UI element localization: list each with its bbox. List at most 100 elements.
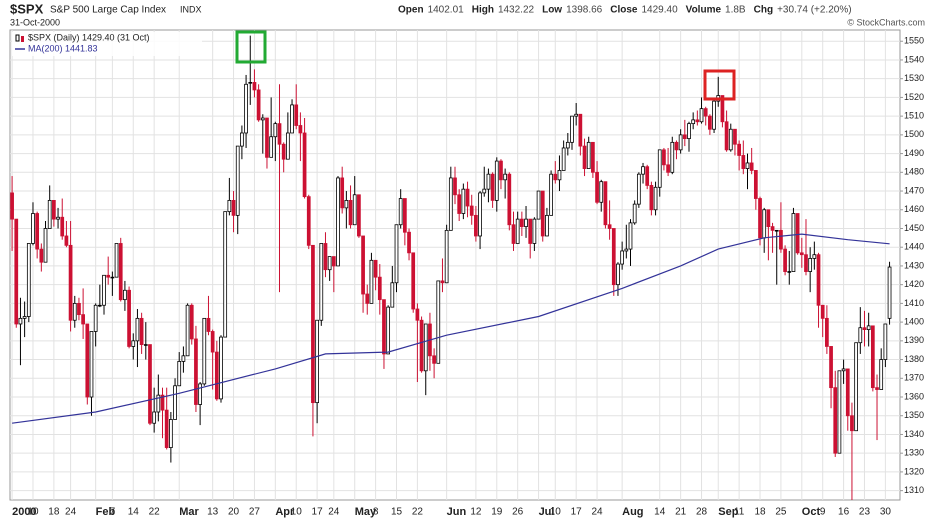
candle-body — [465, 188, 470, 207]
candle-body — [331, 256, 336, 267]
candle-body — [35, 213, 40, 250]
x-tick-label: 10 — [27, 507, 39, 518]
candle-body — [436, 280, 441, 364]
legend-box — [12, 32, 202, 56]
x-tick-label: 24 — [328, 507, 340, 518]
legend-swatch — [21, 36, 24, 42]
candle-body — [77, 302, 81, 316]
x-tick-label: 21 — [675, 507, 687, 518]
candle-body — [382, 299, 386, 355]
candle-body — [490, 173, 495, 201]
candle-body — [808, 258, 813, 272]
stat-value: 1398.66 — [566, 5, 603, 16]
candle-body — [365, 293, 370, 304]
candle-body — [93, 304, 98, 332]
candle-body — [825, 317, 829, 347]
candle-body — [733, 128, 737, 145]
candle-body — [206, 317, 211, 332]
candle-body — [281, 143, 286, 160]
candle-body — [198, 383, 202, 405]
candle-body — [294, 104, 299, 126]
plot-area — [9, 29, 901, 501]
candle-body — [607, 224, 612, 229]
legend-entry: MA(200) 1441.83 — [28, 43, 98, 53]
stat-label: Open — [398, 5, 424, 16]
candle-body — [616, 263, 620, 286]
candle-body — [478, 192, 482, 237]
y-tick-label: 1530 — [904, 73, 924, 83]
moving-average — [12, 233, 890, 424]
stat-label: Close — [610, 5, 638, 16]
candle-body — [791, 213, 796, 272]
candle-body — [850, 415, 854, 432]
date: 31-Oct-2000 — [10, 17, 60, 27]
candle-body — [611, 228, 616, 286]
candle-body — [595, 171, 599, 203]
candle-body — [323, 243, 328, 271]
y-tick-label: 1480 — [904, 167, 924, 177]
candle-body — [728, 128, 733, 151]
candle-body — [194, 338, 198, 405]
x-tick-label: Jun — [447, 506, 467, 518]
candle-body — [290, 104, 294, 134]
y-tick-label: 1380 — [904, 354, 924, 364]
y-tick-label: 1460 — [904, 204, 924, 214]
candle-body — [106, 274, 111, 278]
candle-body — [164, 409, 169, 448]
candle-body — [599, 181, 604, 203]
candle-body — [31, 213, 35, 244]
candle-body — [578, 113, 583, 147]
legend-swatch — [15, 34, 20, 42]
candle-body — [81, 314, 85, 325]
candle-body — [160, 394, 165, 411]
candle-body — [586, 141, 591, 169]
x-tick-label: Apr — [275, 506, 295, 518]
candle-body — [269, 136, 274, 158]
y-tick-label: 1370 — [904, 373, 924, 383]
candle-body — [244, 83, 248, 134]
credit: © StockCharts.com — [847, 17, 925, 27]
candle-body — [737, 143, 741, 156]
candle-body — [753, 170, 758, 199]
candle-body — [770, 226, 775, 231]
candle-body — [185, 304, 190, 357]
candle-body — [327, 256, 332, 271]
candle-body — [348, 199, 353, 226]
candle-body — [678, 134, 683, 151]
candle-body — [352, 194, 357, 226]
candle-body — [695, 119, 700, 123]
x-tick-label: 13 — [207, 507, 219, 518]
candle-body — [415, 308, 420, 321]
candle-body — [306, 196, 311, 246]
candle-body — [143, 344, 148, 346]
x-tick-label: 28 — [696, 507, 708, 518]
exchange: INDX — [180, 4, 202, 14]
candle-body — [369, 259, 374, 304]
y-tick-label: 1500 — [904, 129, 924, 139]
candle-body — [56, 216, 60, 220]
candle-body — [85, 323, 90, 398]
candle-body — [758, 198, 762, 239]
candle-body — [820, 304, 825, 319]
candle-body — [795, 213, 800, 254]
candle-body — [273, 123, 278, 138]
candle-body — [649, 185, 654, 211]
candle-body — [64, 235, 69, 246]
candle-body — [60, 216, 65, 237]
candle-body — [227, 199, 232, 213]
candle-body — [666, 164, 670, 173]
candle-body — [152, 411, 157, 424]
candle-body — [503, 173, 508, 181]
candle-body — [319, 243, 324, 321]
x-tick-label: 18 — [48, 507, 60, 518]
candle-body — [482, 188, 487, 194]
y-tick-label: 1420 — [904, 279, 924, 289]
x-tick-label: Mar — [179, 506, 199, 518]
candle-body — [845, 368, 850, 417]
candle-body — [123, 289, 127, 301]
candle-body — [394, 224, 399, 284]
x-tick-label: Aug — [622, 506, 643, 518]
candle-body — [386, 306, 391, 355]
x-tick-label: 25 — [775, 507, 787, 518]
